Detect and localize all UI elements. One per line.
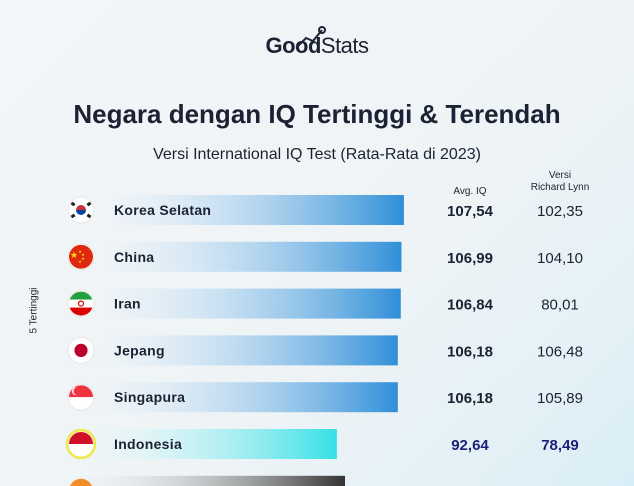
bar-row-iran: Iran 106,84 80,01 [60,288,579,319]
category-label: Jepang [114,342,165,358]
svg-text:★: ★ [81,256,85,261]
data-label-avg: 92,64 [451,437,489,454]
brand-good: Good [265,33,321,58]
bar-row-indonesia: Indonesia 92,64 78,49 [60,428,579,460]
data-label-richard-lynn: 80,01 [541,297,579,314]
bar [60,241,402,272]
category-label: Korea Selatan [114,202,211,218]
flag-singapore-icon [67,383,95,411]
brand-logo: GoodStats [0,33,634,59]
data-label-richard-lynn: 104,10 [537,250,583,267]
column-header-avg: Avg. IQ [453,186,487,197]
data-label-avg: 106,84 [447,297,494,314]
bar-row-jepang: Jepang 106,18 106,48 [60,335,583,366]
data-label-avg: 106,18 [447,343,493,360]
bar [60,382,398,413]
data-label-richard-lynn: 78,49 [541,437,579,454]
flag-iran-icon [67,290,95,318]
column-header-rl-line2: Richard Lynn [530,182,590,193]
brand-stats: Stats [320,33,369,58]
flag-china-icon: ★ ★★★★ [67,243,95,271]
flag-japan-icon [67,336,95,364]
chart-subtitle: Versi International IQ Test (Rata-Rata d… [153,146,481,163]
flag-korea-icon [67,196,95,224]
category-label: China [114,249,154,265]
svg-text:★: ★ [70,250,78,260]
category-label: Singapura [114,389,185,405]
bar [60,475,345,486]
data-label-avg: 106,99 [447,250,493,267]
bar [60,335,398,366]
data-label-richard-lynn: 106,48 [537,343,583,360]
data-label-avg: 106,18 [447,390,493,407]
logo-chart-icon [297,26,326,47]
flag-partial-icon [70,478,92,486]
bar-row-singapura: Singapura 106,18 105,89 [60,382,583,413]
column-header-rl-line1: Versi [548,170,572,181]
bar [60,288,401,319]
category-label: Iran [114,296,141,312]
chart-title: Negara dengan IQ Tertinggi & Terendah [73,99,561,129]
data-label-richard-lynn: 105,89 [537,390,583,407]
svg-text:★: ★ [78,249,82,254]
svg-text:★: ★ [78,259,82,264]
highlight-ring [65,428,97,460]
data-label-richard-lynn: 102,35 [537,203,583,220]
bar [60,195,404,225]
column-header-richard-lynn: Versi Richard Lynn [520,170,600,194]
bar-row-china: ★ ★★★★ China 106,99 104,10 [60,241,583,272]
bar [60,429,337,459]
data-label-avg: 107,54 [447,203,494,220]
category-label: Indonesia [114,436,182,452]
bar-row-partial [60,475,345,486]
svg-text:★: ★ [81,252,85,257]
bar-row-korea-selatan: Korea Selatan 107,54 102,35 [60,195,583,225]
